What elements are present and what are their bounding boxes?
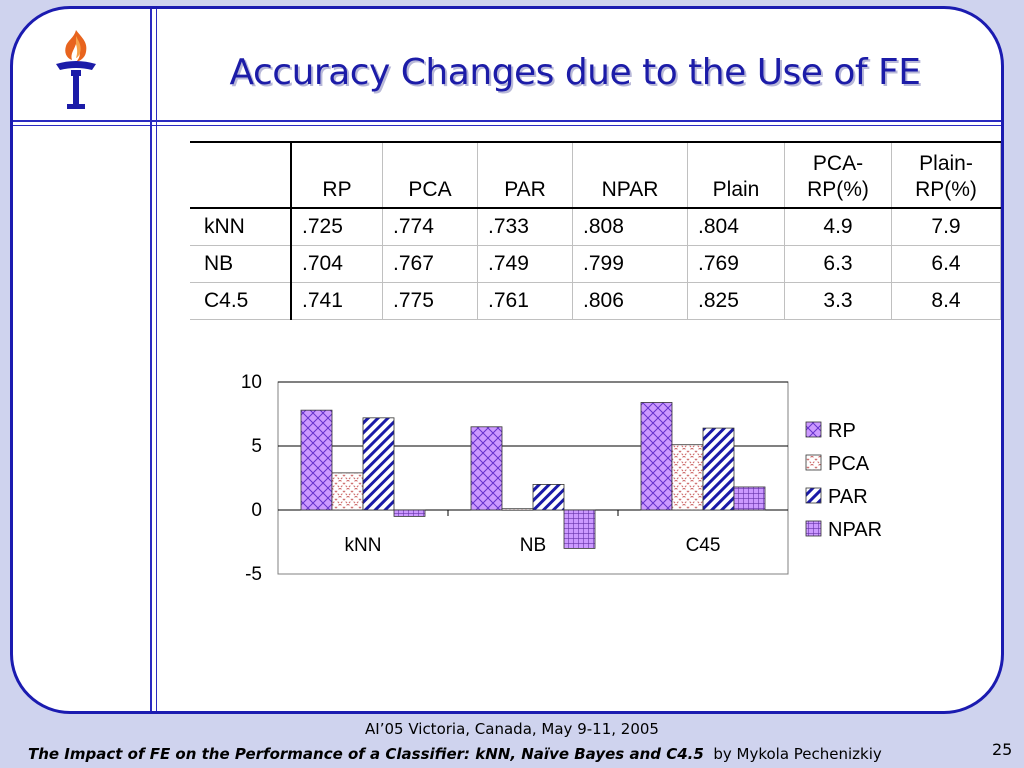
- accuracy-table: RP PCA PAR NPAR Plain PCA- RP(%) Plain- RP(%) kN…: [190, 141, 1001, 320]
- table-cell: .806: [572, 282, 688, 320]
- footer-citation: The Impact of FE on the Performance of a…: [28, 745, 882, 763]
- table-cell: .808: [572, 208, 688, 246]
- y-tick-label: 0: [251, 500, 262, 521]
- bar-pca-c45: [671, 444, 704, 511]
- bar-npar-c45: [733, 486, 766, 511]
- bar-par-nb: [532, 484, 565, 511]
- table-row-label: NB: [190, 245, 292, 283]
- page-number: 25: [992, 740, 1013, 759]
- table-cell: .741: [291, 282, 383, 320]
- table-cell: 6.4: [891, 245, 1001, 283]
- legend-swatch: [805, 454, 822, 471]
- table-cell: .825: [687, 282, 785, 320]
- bar-pca-nb: [501, 508, 534, 511]
- table-cell: 7.9: [891, 208, 1001, 246]
- bar-par-knn: [362, 417, 395, 511]
- table-cell: .775: [382, 282, 478, 320]
- table-cell: .749: [477, 245, 573, 283]
- table-row: NB .704.767.749.799.769 6.3 6.4: [190, 245, 1001, 283]
- table-cell: .733: [477, 208, 573, 246]
- footer-conference: AI’05 Victoria, Canada, May 9-11, 2005: [365, 720, 659, 738]
- bar-npar-knn: [393, 509, 426, 517]
- y-tick-label: 10: [241, 372, 262, 393]
- footer-paper-title: The Impact of FE on the Performance of a…: [28, 745, 704, 763]
- table-header-cell: PCA: [382, 142, 478, 208]
- table-cell: 8.4: [891, 282, 1001, 320]
- legend-swatch: [805, 520, 822, 537]
- table-cell: .761: [477, 282, 573, 320]
- frame-horizontal-line-thin: [13, 125, 1001, 126]
- table-row-label: kNN: [190, 208, 292, 246]
- bar-rp-knn: [300, 409, 333, 511]
- table-cell: .774: [382, 208, 478, 246]
- bar-npar-nb: [563, 509, 596, 549]
- slide-frame: [10, 6, 1004, 714]
- table-header-cell: PAR: [477, 142, 573, 208]
- bar-pca-knn: [331, 472, 364, 511]
- table-header-cell: NPAR: [572, 142, 688, 208]
- torch-logo-icon: [56, 30, 96, 109]
- table-header-cell: Plain- RP(%): [891, 142, 1001, 208]
- footer-author: by Mykola Pechenizkiy: [713, 745, 882, 763]
- table-row: C4.5.741.775.761.806.825 3.3 8.4: [190, 282, 1001, 320]
- bar-rp-c45: [640, 402, 673, 511]
- legend-label: PAR: [828, 486, 868, 508]
- legend-swatch: [805, 421, 822, 438]
- frame-vertical-line: [150, 9, 152, 711]
- category-label: C45: [686, 535, 721, 556]
- legend-label: NPAR: [828, 519, 882, 541]
- table-cell: .725: [291, 208, 383, 246]
- bar-rp-nb: [470, 426, 503, 511]
- table-cell: 4.9: [784, 208, 892, 246]
- accuracy-change-chart: 10 5 0 -5 kNN NB C45 RP PCA PAR NPAR: [241, 372, 882, 585]
- y-tick-label: -5: [245, 564, 262, 585]
- y-tick-label: 5: [251, 436, 262, 457]
- frame-vertical-line-thin: [156, 9, 157, 711]
- table-row-label: C4.5: [190, 282, 292, 320]
- table-cell: .799: [572, 245, 688, 283]
- table-cell: .767: [382, 245, 478, 283]
- table-header-row: RP PCA PAR NPAR Plain PCA- RP(%) Plain- RP(%): [190, 142, 1001, 208]
- table-header-cell: RP: [291, 142, 383, 208]
- table-header-corner: [190, 142, 292, 208]
- table-cell: 3.3: [784, 282, 892, 320]
- table-header-cell: Plain: [687, 142, 785, 208]
- legend-label: RP: [828, 420, 856, 442]
- category-label: NB: [520, 535, 546, 556]
- bar-par-c45: [702, 427, 735, 511]
- slide-title: Accuracy Changes due to the Use of FE: [229, 52, 922, 93]
- table-cell: .769: [687, 245, 785, 283]
- table-cell: 6.3: [784, 245, 892, 283]
- table-cell: .804: [687, 208, 785, 246]
- table-cell: .704: [291, 245, 383, 283]
- category-label: kNN: [345, 535, 382, 556]
- table-row: kNN .725.774.733.808.804 4.9 7.9: [190, 208, 1001, 246]
- legend-label: PCA: [828, 453, 870, 475]
- legend-swatch: [805, 487, 822, 504]
- table-header-cell: PCA- RP(%): [784, 142, 892, 208]
- frame-horizontal-line: [13, 120, 1001, 122]
